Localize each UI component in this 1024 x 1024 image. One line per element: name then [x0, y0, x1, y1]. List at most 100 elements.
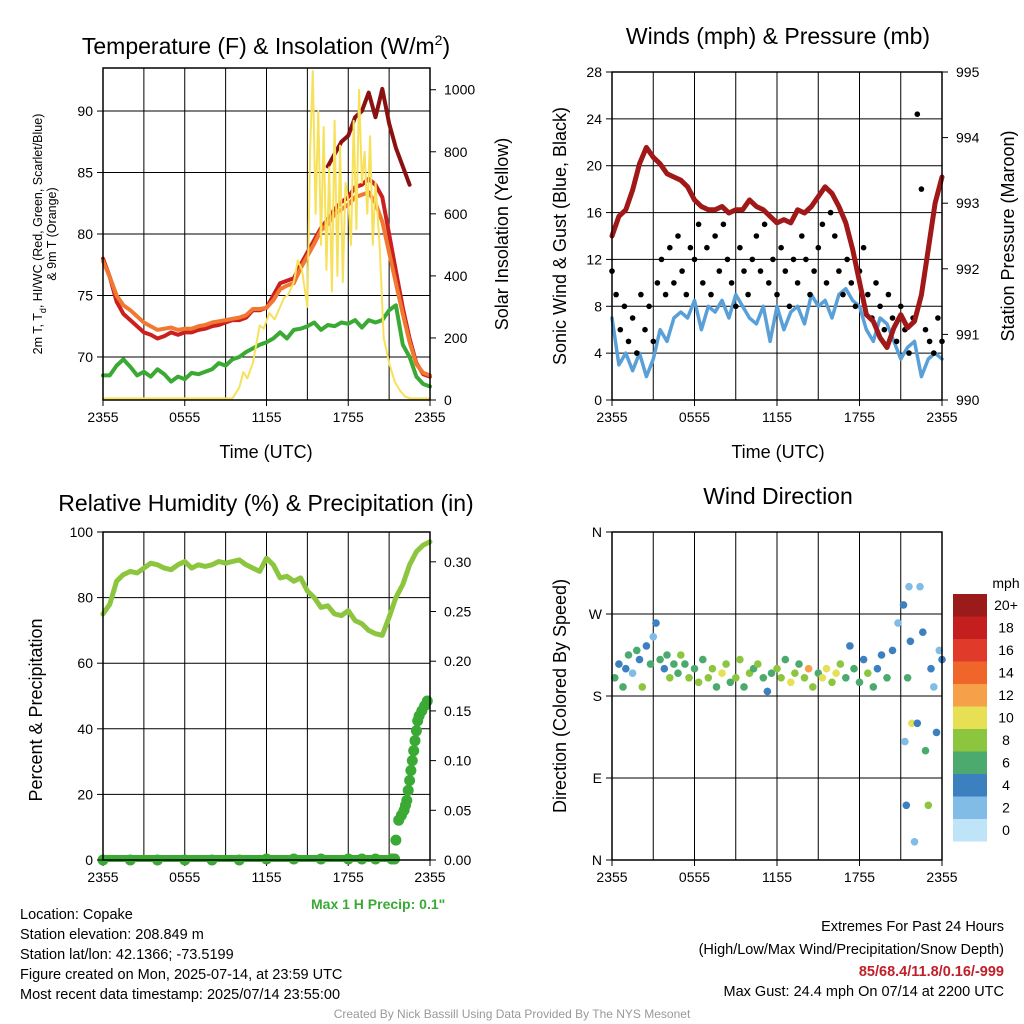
- direction-point: [869, 683, 878, 691]
- y-tick-label: 75: [77, 287, 93, 303]
- winds-y-label: Sonic Wind & Gust (Blue, Black): [550, 107, 570, 365]
- x-tick-label: 0555: [679, 869, 710, 885]
- gust-point: [642, 326, 648, 333]
- direction-point: [635, 655, 644, 664]
- legend-label: 16: [998, 642, 1014, 658]
- legend-label: 2: [1002, 800, 1010, 816]
- gust-point: [865, 291, 871, 298]
- direction-point: [924, 801, 933, 810]
- gust-point: [749, 256, 756, 263]
- station-info: Location: Copake Station elevation: 208.…: [20, 905, 342, 1005]
- winds-y-right-label: Station Pressure (Maroon): [998, 130, 1018, 341]
- direction-point: [660, 664, 669, 673]
- gust-point: [922, 326, 929, 333]
- legend-label: 0: [1002, 822, 1010, 838]
- y-tick-label: E: [593, 770, 602, 786]
- direction-point: [777, 674, 785, 682]
- humidity-title: Relative Humidity (%) & Precipitation (i…: [58, 490, 473, 516]
- direction-point: [899, 601, 908, 609]
- gust-point: [873, 280, 879, 286]
- direction-point: [718, 669, 726, 677]
- direction-point: [832, 669, 840, 677]
- gust-point: [704, 244, 710, 251]
- y-right-tick-label: 400: [444, 268, 468, 284]
- humidity-panel: Relative Humidity (%) & Precipitation (i…: [26, 490, 474, 885]
- direction-point: [836, 660, 845, 668]
- y-right-tick-label: 995: [956, 64, 980, 80]
- gust-point: [761, 221, 768, 228]
- gust-point: [931, 350, 937, 356]
- direction-point: [888, 646, 897, 655]
- direction-point: [804, 664, 813, 673]
- gust-point: [815, 244, 822, 251]
- direction-point: [708, 664, 717, 673]
- temperature-y-label-2: & 9m T (Orange): [45, 187, 59, 280]
- x-tick-label: 1755: [844, 869, 875, 885]
- gust-point: [782, 268, 789, 274]
- y-right-tick-label: 994: [956, 130, 980, 146]
- y-right-tick-label: 0.20: [444, 653, 471, 669]
- direction-point: [638, 683, 647, 691]
- gust-point: [807, 291, 813, 298]
- gust-point: [766, 280, 772, 286]
- dewpoint-line: [101, 303, 432, 389]
- y-right-tick-label: 992: [956, 261, 980, 277]
- direction-point: [877, 651, 886, 659]
- gust-point: [914, 111, 921, 117]
- y-right-tick-label: 0.00: [444, 852, 471, 868]
- gust-point: [918, 186, 925, 192]
- gust-point: [733, 303, 739, 310]
- x-tick-label: 2355: [87, 869, 118, 885]
- legend-swatch: [953, 684, 987, 707]
- gust-point: [745, 291, 751, 298]
- winds-frame: [611, 71, 943, 401]
- direction-point: [864, 669, 872, 677]
- gust-point: [819, 221, 826, 228]
- y-tick-label: 24: [586, 111, 602, 127]
- gust-point: [757, 268, 764, 274]
- direction-point: [694, 678, 703, 687]
- direction-point: [902, 801, 911, 810]
- direction-point: [615, 660, 623, 668]
- x-tick-label: 2355: [87, 409, 118, 425]
- legend-swatch: [953, 751, 987, 774]
- precip-point: [408, 745, 420, 757]
- y-right-tick-label: 0.05: [444, 802, 471, 818]
- gust-point: [638, 291, 644, 298]
- gust-point: [720, 221, 727, 228]
- legend-swatch: [953, 616, 987, 639]
- y-right-tick-label: 0.30: [444, 554, 471, 570]
- direction-point: [822, 664, 831, 673]
- gust-point: [774, 291, 780, 298]
- gust-point: [629, 315, 636, 321]
- x-tick-label: 1755: [333, 409, 364, 425]
- x-tick-label: 0555: [679, 409, 710, 425]
- direction-point: [800, 674, 809, 682]
- legend-label: 14: [998, 665, 1014, 681]
- direction-point: [681, 660, 689, 668]
- direction-point: [809, 683, 817, 691]
- gust-point: [617, 326, 624, 333]
- gust-point: [898, 303, 904, 310]
- extremes-info: Extremes For Past 24 Hours (High/Low/Max…: [699, 917, 1004, 1002]
- direction-point: [722, 660, 730, 668]
- gust-point: [708, 291, 714, 298]
- direction-point: [908, 719, 916, 728]
- direction-point: [910, 838, 919, 846]
- direction-point: [842, 674, 850, 682]
- gust-point: [823, 280, 830, 286]
- gust-point: [700, 280, 706, 286]
- gust-point: [695, 221, 702, 228]
- gust-point: [832, 233, 838, 239]
- direction-point: [740, 683, 748, 691]
- legend-label: 20+: [994, 597, 1018, 613]
- direction-point: [649, 633, 658, 641]
- y-right-tick-label: 990: [956, 392, 980, 408]
- direction-point: [726, 678, 735, 687]
- y-tick-label: 4: [594, 345, 602, 361]
- y-right-tick-label: 600: [444, 206, 468, 222]
- y-right-tick-label: 0.25: [444, 604, 471, 620]
- direction-point: [732, 674, 740, 682]
- direction-point: [905, 582, 913, 591]
- y-tick-label: N: [592, 852, 602, 868]
